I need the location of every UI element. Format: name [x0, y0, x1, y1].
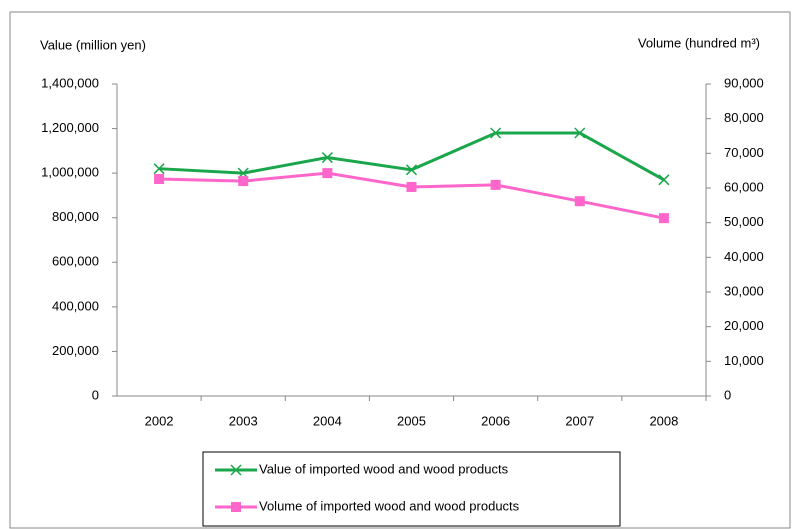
y-tick-label: 200,000 [52, 343, 99, 358]
marker [658, 213, 669, 224]
marker [321, 152, 333, 164]
y-tick-label: 0 [92, 387, 99, 402]
marker [574, 127, 586, 139]
marker [153, 163, 165, 175]
legend-label: Volume of imported wood and wood product… [259, 498, 520, 513]
marker [154, 173, 165, 184]
y2-tick-label: 10,000 [724, 353, 764, 368]
y2-tick-label: 70,000 [724, 145, 764, 160]
y-tick-label: 1,200,000 [41, 120, 99, 135]
marker [490, 127, 502, 139]
x-tick-label: 2006 [481, 413, 510, 428]
y2-axis-label: Volume (hundred m³) [638, 35, 760, 50]
legend [202, 451, 621, 527]
y2-tick-label: 40,000 [724, 249, 764, 264]
y-axis-label: Value (million yen) [40, 37, 146, 52]
y-tick-label: 600,000 [52, 254, 99, 269]
x-tick-label: 2004 [313, 413, 342, 428]
marker [230, 464, 242, 476]
legend-label: Value of imported wood and wood products [259, 461, 509, 476]
y-tick-label: 1,000,000 [41, 165, 99, 180]
marker [658, 174, 670, 186]
chart-border [9, 11, 791, 529]
x-tick-label: 2007 [565, 413, 594, 428]
x-tick-label: 2008 [649, 413, 678, 428]
y2-tick-label: 50,000 [724, 214, 764, 229]
marker [405, 164, 418, 176]
x-tick-label: 2002 [145, 413, 174, 428]
marker [238, 176, 249, 187]
y-tick-label: 400,000 [52, 298, 99, 313]
y-tick-label: 800,000 [52, 209, 99, 224]
marker [231, 502, 241, 512]
y2-tick-label: 90,000 [724, 75, 764, 90]
x-tick-label: 2005 [397, 413, 426, 428]
y2-tick-label: 0 [724, 387, 731, 402]
y2-tick-label: 60,000 [724, 179, 764, 194]
marker [322, 168, 333, 179]
y-tick-label: 1,400,000 [41, 75, 99, 90]
marker [574, 196, 585, 207]
y2-tick-label: 80,000 [724, 110, 764, 125]
x-tick-label: 2003 [229, 413, 258, 428]
marker [406, 181, 417, 192]
y2-tick-label: 30,000 [724, 283, 764, 298]
marker [490, 179, 501, 190]
y2-tick-label: 20,000 [724, 318, 764, 333]
